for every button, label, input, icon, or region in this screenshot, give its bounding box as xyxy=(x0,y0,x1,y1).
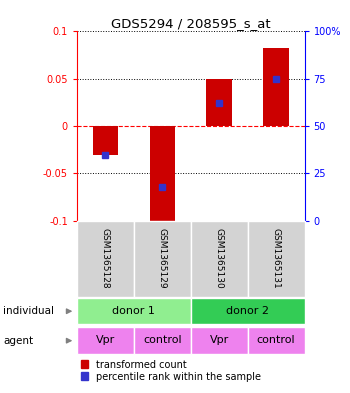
Bar xyxy=(191,298,304,325)
Bar xyxy=(77,221,134,296)
Text: Vpr: Vpr xyxy=(210,335,229,345)
Text: individual: individual xyxy=(4,306,55,316)
Bar xyxy=(263,48,289,126)
Bar xyxy=(191,327,248,354)
Bar xyxy=(248,221,304,296)
Bar xyxy=(149,126,175,226)
Text: control: control xyxy=(257,335,295,345)
Text: GSM1365129: GSM1365129 xyxy=(158,228,167,289)
Text: agent: agent xyxy=(4,336,34,346)
Bar xyxy=(191,221,248,296)
Bar xyxy=(206,79,232,126)
Bar xyxy=(93,126,118,154)
Text: donor 1: donor 1 xyxy=(112,306,155,316)
Text: Vpr: Vpr xyxy=(96,335,115,345)
Text: GSM1365131: GSM1365131 xyxy=(272,228,281,289)
Text: GSM1365130: GSM1365130 xyxy=(215,228,224,289)
Text: control: control xyxy=(143,335,182,345)
Bar xyxy=(77,298,191,325)
Title: GDS5294 / 208595_s_at: GDS5294 / 208595_s_at xyxy=(111,17,271,30)
Legend: transformed count, percentile rank within the sample: transformed count, percentile rank withi… xyxy=(79,358,262,382)
Bar xyxy=(134,221,191,296)
Text: donor 2: donor 2 xyxy=(226,306,269,316)
Bar xyxy=(134,327,191,354)
Bar xyxy=(248,327,304,354)
Text: GSM1365128: GSM1365128 xyxy=(101,228,110,289)
Bar xyxy=(77,327,134,354)
